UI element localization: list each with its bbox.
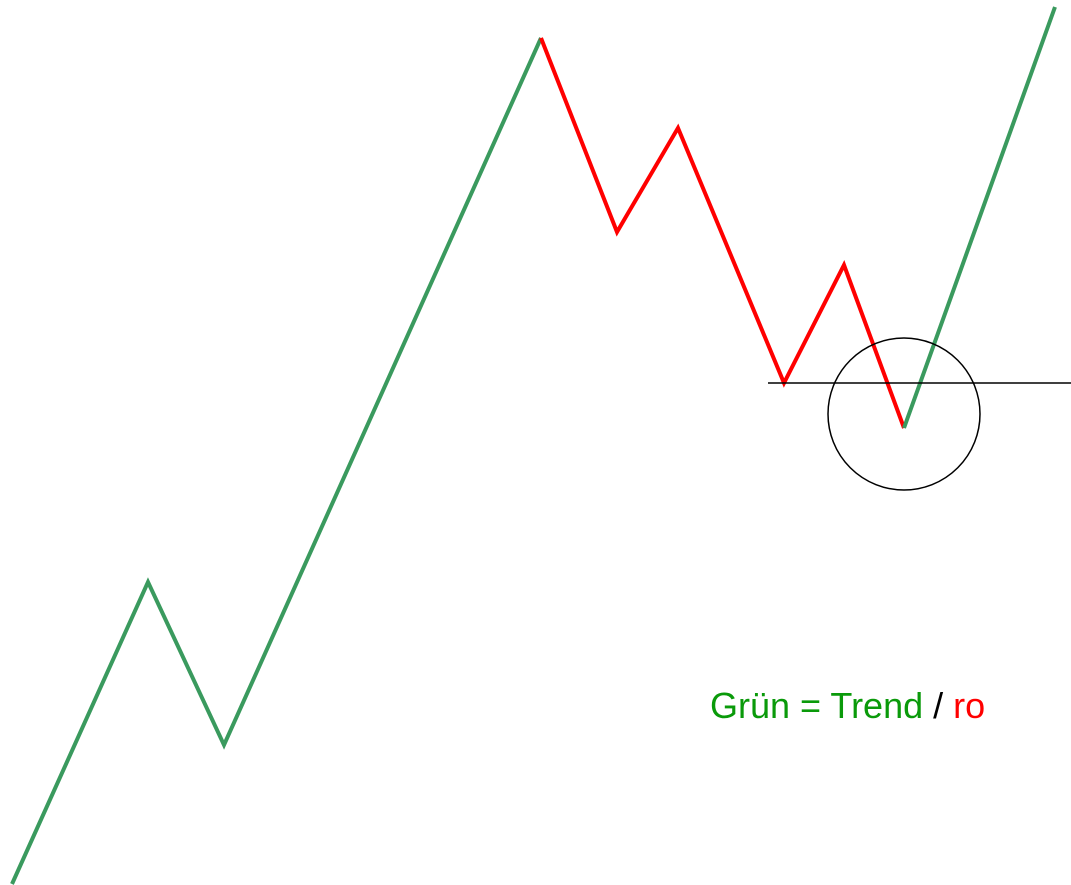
correction-line	[539, 37, 906, 429]
legend-text: Grün = Trend / ro	[710, 685, 985, 726]
highlight-circle	[827, 337, 981, 491]
legend-separator: /	[933, 685, 943, 726]
trend-line-resume	[902, 6, 1057, 429]
trend-line-up	[10, 37, 543, 885]
legend-correction: ro	[953, 685, 985, 726]
legend-trend: Grün = Trend	[710, 685, 923, 726]
